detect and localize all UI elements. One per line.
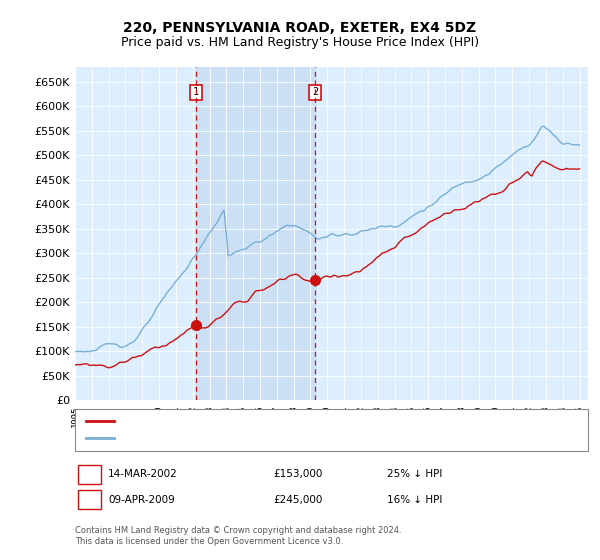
Text: 16% ↓ HPI: 16% ↓ HPI — [387, 494, 442, 505]
Text: 2: 2 — [86, 494, 93, 505]
Bar — [196, 67, 315, 400]
Text: 14-MAR-2002: 14-MAR-2002 — [108, 469, 178, 479]
Text: £245,000: £245,000 — [273, 494, 322, 505]
Text: 1: 1 — [193, 87, 199, 97]
Text: 1: 1 — [86, 469, 93, 479]
Text: 220, PENNSYLVANIA ROAD, EXETER, EX4 5DZ (detached house): 220, PENNSYLVANIA ROAD, EXETER, EX4 5DZ … — [120, 417, 431, 426]
Text: Price paid vs. HM Land Registry's House Price Index (HPI): Price paid vs. HM Land Registry's House … — [121, 36, 479, 49]
Text: 25% ↓ HPI: 25% ↓ HPI — [387, 469, 442, 479]
Text: 2: 2 — [312, 87, 318, 97]
Text: HPI: Average price, detached house, Exeter: HPI: Average price, detached house, Exet… — [120, 433, 332, 443]
Text: 09-APR-2009: 09-APR-2009 — [108, 494, 175, 505]
Text: £153,000: £153,000 — [273, 469, 322, 479]
Text: Contains HM Land Registry data © Crown copyright and database right 2024.
This d: Contains HM Land Registry data © Crown c… — [75, 526, 401, 546]
Text: 220, PENNSYLVANIA ROAD, EXETER, EX4 5DZ: 220, PENNSYLVANIA ROAD, EXETER, EX4 5DZ — [124, 21, 476, 35]
